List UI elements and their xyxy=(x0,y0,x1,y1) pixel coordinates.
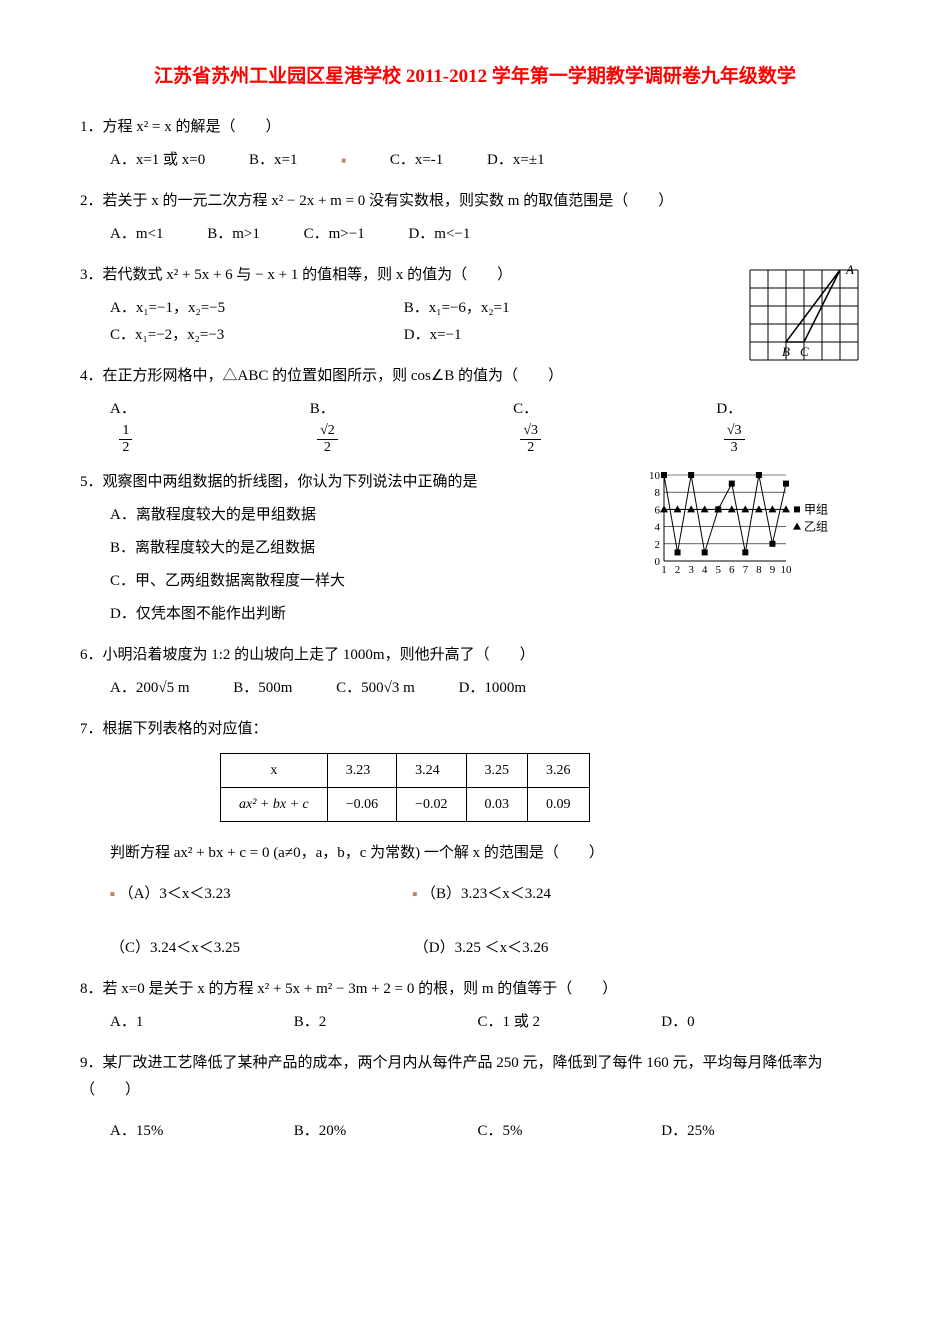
q3-opt-d: D．x=−1 xyxy=(404,322,462,349)
q8-opt-d: D．0 xyxy=(661,1009,694,1036)
q5-opt-c: C．甲、乙两组数据离散程度一样大 xyxy=(110,568,870,595)
q8-opt-b: B．2 xyxy=(294,1009,434,1036)
q6-opt-d: D．1000m xyxy=(459,675,527,702)
question-5: 5．观察图中两组数据的折线图，你认为下列说法中正确的是 A．离散程度较大的是甲组… xyxy=(80,469,870,628)
frac-den: 3 xyxy=(728,440,741,455)
th-x: x xyxy=(221,753,328,787)
table-row: ax² + bx + c −0.06 −0.02 0.03 0.09 xyxy=(221,788,590,822)
row-label: ax² + bx + c xyxy=(221,788,328,822)
th-v2: 3.24 xyxy=(397,753,466,787)
q1-opt-c: C．x=-1 xyxy=(390,147,443,174)
q7-stem: 7．根据下列表格的对应值： xyxy=(80,716,870,743)
question-8: 8．若 x=0 是关于 x 的方程 x² + 5x + m² − 3m + 2 … xyxy=(80,976,870,1036)
cell: −0.06 xyxy=(327,788,396,822)
q7-opt-d: （D）3.25 ＜x＜3.26 xyxy=(414,935,549,962)
table-row: x 3.23 3.24 3.25 3.26 xyxy=(221,753,590,787)
th-v4: 3.26 xyxy=(528,753,590,787)
q4-a-label: A． xyxy=(110,396,136,423)
marker-dot: ■ xyxy=(341,154,346,168)
q4-opt-a: A． 12 xyxy=(110,396,220,455)
q7-table: x 3.23 3.24 3.25 3.26 ax² + bx + c −0.06… xyxy=(220,753,590,822)
q4-d-label: D． xyxy=(716,396,742,423)
q9-stem: 9．某厂改进工艺降低了某种产品的成本，两个月内从每件产品 250 元，降低到了每… xyxy=(80,1050,870,1104)
q7-stem2: 判断方程 ax² + bx + c = 0 (a≠0，a，b，c 为常数) 一个… xyxy=(80,840,870,867)
q5-opt-b: B．离散程度较大的是乙组数据 xyxy=(110,535,870,562)
q8-stem: 8．若 x=0 是关于 x 的方程 x² + 5x + m² − 3m + 2 … xyxy=(80,976,870,1003)
q3-opt-c: C．x₁=−2，x₂=−3 xyxy=(110,322,340,349)
th-v3: 3.25 xyxy=(466,753,528,787)
q4-opt-d: D． √33 xyxy=(716,396,830,455)
q9-opt-d: D．25% xyxy=(661,1118,714,1145)
frac-num: √2 xyxy=(317,423,338,439)
question-4: 4．在正方形网格中，△ABC 的位置如图所示，则 cos∠B 的值为（ ） A．… xyxy=(80,363,870,455)
q9-opt-b: B．20% xyxy=(294,1118,434,1145)
q7-opt-c: （C）3.24＜x＜3.25 xyxy=(110,935,350,962)
q5-opt-d: D．仅凭本图不能作出判断 xyxy=(110,601,870,628)
q8-opt-c: C．1 或 2 xyxy=(478,1009,618,1036)
question-3: 3．若代数式 x² + 5x + 6 与 − x + 1 的值相等，则 x 的值… xyxy=(80,262,870,349)
q6-opt-a: A．200√5 m xyxy=(110,675,189,702)
q1-stem: 1．方程 x² = x 的解是（ ） xyxy=(80,114,870,141)
q7-opt-b: （B）3.23＜x＜3.24 xyxy=(421,881,551,908)
q2-opt-b: B．m>1 xyxy=(207,221,260,248)
q2-opt-a: A．m<1 xyxy=(110,221,163,248)
cell: −0.02 xyxy=(397,788,466,822)
q5-opt-a: A．离散程度较大的是甲组数据 xyxy=(110,502,870,529)
q8-opt-a: A．1 xyxy=(110,1009,250,1036)
cell: 0.09 xyxy=(528,788,590,822)
th-v1: 3.23 xyxy=(327,753,396,787)
q4-b-label: B． xyxy=(310,396,335,423)
q1-opt-b: B．x=1 xyxy=(249,147,297,174)
frac-num: 1 xyxy=(119,423,132,439)
q2-opt-c: C．m>−1 xyxy=(304,221,365,248)
q6-opt-c: C．500√3 m xyxy=(336,675,415,702)
q3-opt-a: A．x₁=−1，x₂=−5 xyxy=(110,295,340,322)
q4-opt-c: C． √32 xyxy=(513,396,626,455)
frac-den: 2 xyxy=(321,440,334,455)
q1-opt-d: D．x=±1 xyxy=(487,147,545,174)
q4-stem: 4．在正方形网格中，△ABC 的位置如图所示，则 cos∠B 的值为（ ） xyxy=(80,363,870,390)
frac-num: √3 xyxy=(520,423,541,439)
cell: 0.03 xyxy=(466,788,528,822)
q1-opt-a: A．x=1 或 x=0 xyxy=(110,147,205,174)
question-9: 9．某厂改进工艺降低了某种产品的成本，两个月内从每件产品 250 元，降低到了每… xyxy=(80,1050,870,1145)
question-6: 6．小明沿着坡度为 1:2 的山坡向上走了 1000m，则他升高了（ ） A．2… xyxy=(80,642,870,702)
q3-opt-b: B．x₁=−6，x₂=1 xyxy=(404,295,510,322)
marker-dot: ■ xyxy=(412,890,417,899)
q6-opt-b: B．500m xyxy=(233,675,292,702)
q9-opt-c: C．5% xyxy=(478,1118,618,1145)
frac-den: 2 xyxy=(524,440,537,455)
q9-opt-a: A．15% xyxy=(110,1118,250,1145)
frac-num: √3 xyxy=(724,423,745,439)
page-title: 江苏省苏州工业园区星港学校 2011-2012 学年第一学期教学调研卷九年级数学 xyxy=(80,60,870,94)
marker-dot: ■ xyxy=(110,890,115,899)
q7-opt-a: （A）3＜x＜3.23 xyxy=(119,881,349,908)
question-2: 2．若关于 x 的一元二次方程 x² − 2x + m = 0 没有实数根，则实… xyxy=(80,188,870,248)
frac-den: 2 xyxy=(119,440,132,455)
q6-stem: 6．小明沿着坡度为 1:2 的山坡向上走了 1000m，则他升高了（ ） xyxy=(80,642,870,669)
q4-c-label: C． xyxy=(513,396,538,423)
q3-stem: 3．若代数式 x² + 5x + 6 与 − x + 1 的值相等，则 x 的值… xyxy=(80,262,870,289)
question-7: 7．根据下列表格的对应值： x 3.23 3.24 3.25 3.26 ax² … xyxy=(80,716,870,962)
q2-opt-d: D．m<−1 xyxy=(408,221,470,248)
q4-opt-b: B． √22 xyxy=(310,396,423,455)
q5-stem: 5．观察图中两组数据的折线图，你认为下列说法中正确的是 xyxy=(80,469,870,496)
q2-stem: 2．若关于 x 的一元二次方程 x² − 2x + m = 0 没有实数根，则实… xyxy=(80,188,870,215)
question-1: 1．方程 x² = x 的解是（ ） A．x=1 或 x=0 B．x=1 ■ C… xyxy=(80,114,870,174)
